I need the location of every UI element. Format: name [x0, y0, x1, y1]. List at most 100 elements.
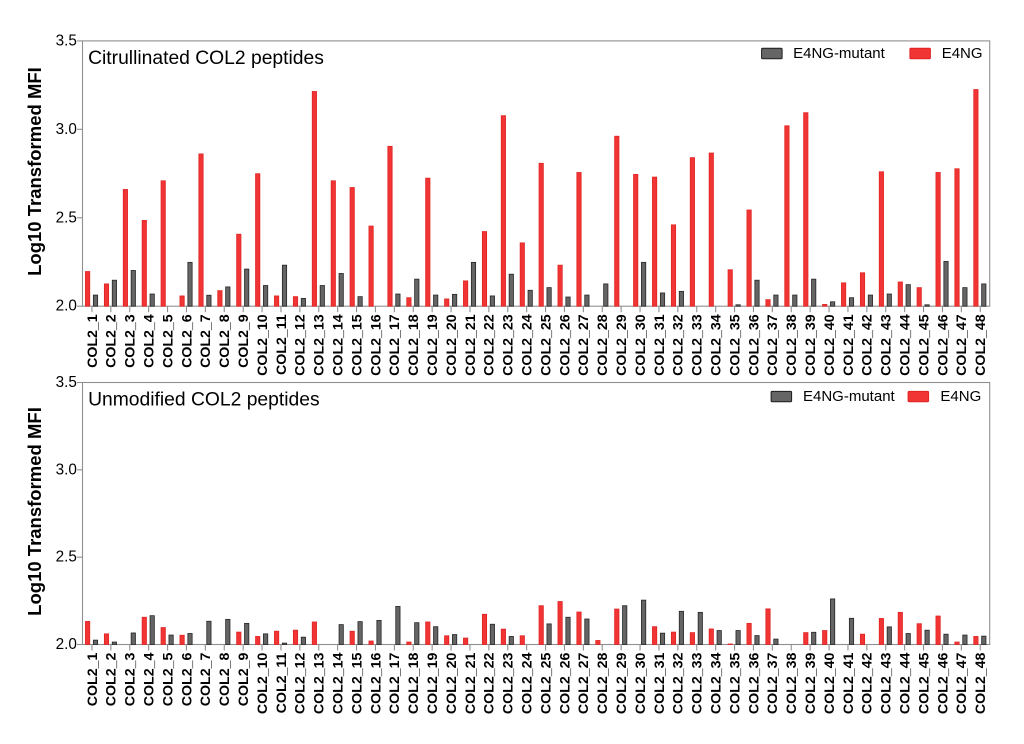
- svg-text:COL2_31: COL2_31: [652, 314, 668, 376]
- svg-text:COL2_20: COL2_20: [444, 652, 460, 714]
- svg-text:COL2_39: COL2_39: [803, 652, 819, 714]
- svg-text:COL2_36: COL2_36: [746, 314, 762, 376]
- svg-text:COL2_23: COL2_23: [501, 652, 517, 714]
- svg-text:COL2_40: COL2_40: [822, 314, 838, 376]
- svg-text:COL2_31: COL2_31: [652, 652, 668, 714]
- svg-text:COL2_5: COL2_5: [160, 652, 176, 706]
- svg-text:COL2_48: COL2_48: [973, 652, 989, 714]
- svg-text:COL2_29: COL2_29: [614, 652, 630, 714]
- svg-text:COL2_20: COL2_20: [444, 314, 460, 376]
- svg-text:2.0: 2.0: [56, 298, 77, 315]
- svg-text:COL2_28: COL2_28: [595, 652, 611, 714]
- svg-text:COL2_15: COL2_15: [349, 314, 365, 376]
- svg-text:COL2_8: COL2_8: [217, 652, 233, 706]
- svg-text:COL2_4: COL2_4: [142, 652, 158, 706]
- svg-text:COL2_8: COL2_8: [217, 314, 233, 368]
- svg-text:COL2_16: COL2_16: [368, 314, 384, 376]
- svg-text:COL2_17: COL2_17: [387, 314, 403, 376]
- svg-text:COL2_1: COL2_1: [85, 652, 101, 706]
- svg-text:COL2_22: COL2_22: [482, 652, 498, 714]
- svg-text:COL2_11: COL2_11: [274, 652, 290, 713]
- svg-text:Log10 Transformed MFI: Log10 Transformed MFI: [24, 407, 45, 616]
- svg-text:COL2_36: COL2_36: [746, 652, 762, 714]
- svg-text:E4NG-mutant: E4NG-mutant: [803, 388, 896, 405]
- svg-text:COL2_2: COL2_2: [104, 652, 120, 706]
- svg-text:COL2_44: COL2_44: [898, 314, 914, 376]
- svg-text:3.0: 3.0: [56, 461, 77, 478]
- svg-text:COL2_47: COL2_47: [954, 652, 970, 714]
- svg-text:COL2_6: COL2_6: [179, 314, 195, 368]
- svg-text:COL2_3: COL2_3: [123, 652, 139, 706]
- svg-text:COL2_18: COL2_18: [406, 314, 422, 376]
- svg-text:COL2_14: COL2_14: [331, 314, 347, 376]
- svg-text:COL2_39: COL2_39: [803, 314, 819, 376]
- svg-text:COL2_16: COL2_16: [368, 652, 384, 714]
- svg-text:COL2_2: COL2_2: [104, 314, 120, 368]
- svg-text:COL2_24: COL2_24: [520, 314, 536, 376]
- svg-text:COL2_44: COL2_44: [898, 652, 914, 714]
- svg-text:COL2_46: COL2_46: [935, 652, 951, 714]
- svg-text:E4NG: E4NG: [940, 388, 981, 405]
- svg-text:COL2_38: COL2_38: [784, 652, 800, 714]
- svg-text:COL2_42: COL2_42: [860, 652, 876, 714]
- svg-text:E4NG-mutant: E4NG-mutant: [793, 45, 886, 62]
- svg-text:2.5: 2.5: [56, 549, 77, 566]
- svg-text:E4NG: E4NG: [942, 45, 983, 62]
- svg-text:COL2_37: COL2_37: [765, 314, 781, 376]
- svg-text:COL2_27: COL2_27: [576, 314, 592, 376]
- svg-text:COL2_35: COL2_35: [727, 652, 743, 714]
- svg-text:COL2_38: COL2_38: [784, 314, 800, 376]
- svg-text:COL2_18: COL2_18: [406, 652, 422, 714]
- svg-text:COL2_3: COL2_3: [123, 314, 139, 368]
- svg-text:COL2_15: COL2_15: [349, 652, 365, 714]
- svg-text:COL2_23: COL2_23: [501, 314, 517, 376]
- svg-text:COL2_12: COL2_12: [293, 652, 309, 714]
- svg-text:COL2_5: COL2_5: [160, 314, 176, 368]
- svg-text:COL2_27: COL2_27: [576, 652, 592, 714]
- svg-text:COL2_9: COL2_9: [236, 314, 252, 368]
- svg-text:COL2_41: COL2_41: [841, 652, 857, 714]
- svg-text:COL2_37: COL2_37: [765, 652, 781, 714]
- svg-text:COL2_12: COL2_12: [293, 314, 309, 376]
- svg-text:3.5: 3.5: [56, 374, 77, 391]
- svg-text:COL2_19: COL2_19: [425, 652, 441, 714]
- svg-text:COL2_13: COL2_13: [312, 652, 328, 714]
- svg-text:2.5: 2.5: [56, 209, 77, 226]
- svg-text:COL2_32: COL2_32: [671, 314, 687, 376]
- svg-text:COL2_48: COL2_48: [973, 314, 989, 376]
- svg-text:COL2_45: COL2_45: [916, 652, 932, 714]
- svg-text:COL2_33: COL2_33: [690, 652, 706, 714]
- svg-text:COL2_17: COL2_17: [387, 652, 403, 714]
- svg-text:COL2_21: COL2_21: [463, 314, 479, 376]
- svg-text:COL2_4: COL2_4: [142, 314, 158, 368]
- svg-text:COL2_10: COL2_10: [255, 652, 271, 714]
- svg-text:3.5: 3.5: [56, 32, 77, 49]
- svg-text:COL2_22: COL2_22: [482, 314, 498, 376]
- svg-text:COL2_21: COL2_21: [463, 652, 479, 714]
- svg-text:COL2_45: COL2_45: [916, 314, 932, 376]
- svg-text:COL2_26: COL2_26: [557, 652, 573, 714]
- svg-text:3.0: 3.0: [56, 121, 77, 138]
- svg-text:COL2_28: COL2_28: [595, 314, 611, 376]
- svg-text:COL2_24: COL2_24: [520, 652, 536, 714]
- svg-text:Log10 Transformed MFI: Log10 Transformed MFI: [24, 67, 45, 276]
- svg-text:COL2_43: COL2_43: [879, 314, 895, 376]
- svg-text:COL2_11: COL2_11: [274, 314, 290, 375]
- svg-text:COL2_19: COL2_19: [425, 314, 441, 376]
- svg-text:COL2_34: COL2_34: [709, 314, 725, 376]
- svg-text:COL2_7: COL2_7: [198, 652, 214, 706]
- svg-text:COL2_40: COL2_40: [822, 652, 838, 714]
- svg-text:COL2_6: COL2_6: [179, 652, 195, 706]
- svg-text:COL2_30: COL2_30: [633, 314, 649, 376]
- svg-text:COL2_43: COL2_43: [879, 652, 895, 714]
- svg-text:2.0: 2.0: [56, 636, 77, 653]
- svg-text:COL2_46: COL2_46: [935, 314, 951, 376]
- svg-text:COL2_35: COL2_35: [727, 314, 743, 376]
- svg-text:COL2_9: COL2_9: [236, 652, 252, 706]
- svg-text:COL2_42: COL2_42: [860, 314, 876, 376]
- svg-text:COL2_34: COL2_34: [709, 652, 725, 714]
- svg-text:COL2_25: COL2_25: [538, 652, 554, 714]
- svg-text:COL2_32: COL2_32: [671, 652, 687, 714]
- svg-text:Unmodified COL2 peptides: Unmodified COL2 peptides: [88, 390, 320, 411]
- svg-text:Citrullinated COL2 peptides: Citrullinated COL2 peptides: [88, 48, 324, 69]
